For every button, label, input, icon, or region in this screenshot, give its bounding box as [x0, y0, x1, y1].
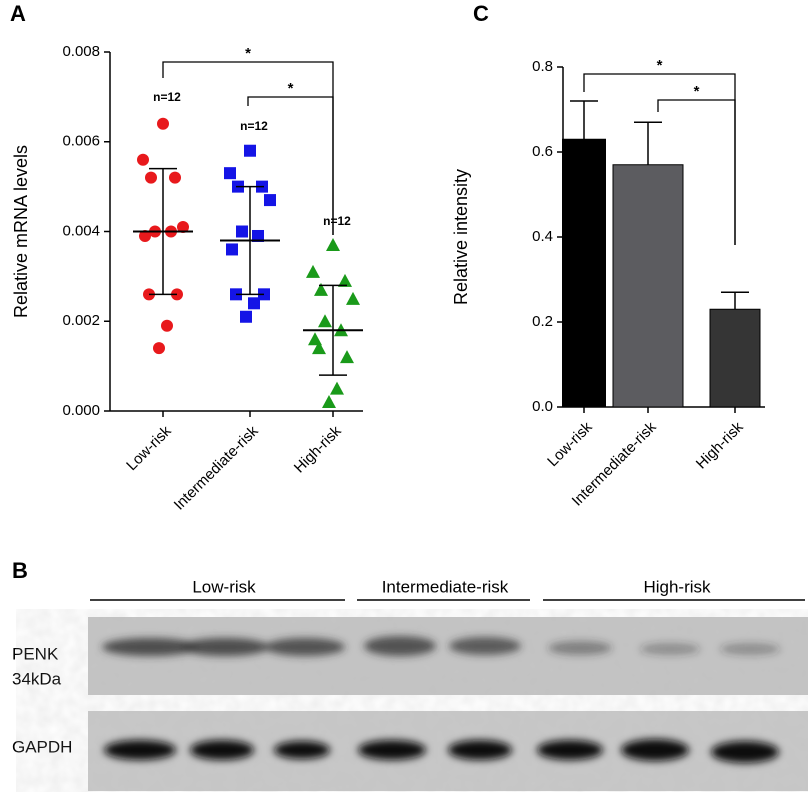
y-tick-label: 0.004	[62, 222, 100, 239]
significance-bracket	[657, 99, 736, 245]
y-tick-label: 0.006	[62, 133, 100, 150]
significance-label: *	[694, 83, 700, 100]
n-label: n=12	[323, 214, 351, 228]
y-axis-label: Relative mRNA levels	[11, 145, 31, 318]
data-point	[224, 167, 236, 180]
group-label: Low-risk	[192, 577, 256, 596]
y-tick-label: 0.000	[62, 402, 100, 419]
x-tick-label: High-risk	[291, 422, 345, 476]
panel-label: A	[10, 1, 26, 26]
data-point	[314, 282, 328, 296]
data-point	[236, 225, 248, 238]
data-point	[340, 350, 354, 364]
data-point	[157, 117, 169, 130]
n-label: n=12	[153, 90, 181, 104]
data-point	[306, 264, 320, 278]
panel-label: C	[473, 1, 489, 26]
row-label: 34kDa	[12, 669, 62, 688]
data-point	[318, 314, 332, 328]
data-point	[248, 297, 260, 310]
significance-label: *	[288, 80, 294, 97]
data-point	[169, 171, 181, 184]
data-point	[338, 273, 352, 287]
data-point	[226, 243, 238, 256]
data-point	[346, 291, 360, 305]
x-tick-label: Low-risk	[544, 418, 596, 470]
bar	[612, 164, 684, 408]
x-tick-label: High-risk	[693, 418, 747, 472]
data-point	[326, 237, 340, 251]
y-tick-label: 0.2	[532, 313, 553, 330]
significance-label: *	[657, 57, 663, 74]
data-point	[330, 381, 344, 395]
data-point	[145, 171, 157, 184]
y-tick-label: 0.008	[62, 43, 100, 60]
row-label: GAPDH	[12, 737, 72, 756]
data-point	[153, 342, 165, 355]
group-label: High-risk	[643, 577, 711, 596]
data-point	[264, 194, 276, 207]
row-label: PENK	[12, 644, 59, 663]
data-point	[308, 332, 322, 346]
data-point	[312, 341, 326, 355]
significance-label: *	[245, 45, 251, 62]
significance-bracket	[247, 96, 334, 235]
y-tick-label: 0.002	[62, 312, 100, 329]
y-tick-label: 0.6	[532, 143, 553, 160]
bar	[709, 308, 761, 408]
y-tick-label: 0.4	[532, 228, 553, 245]
x-tick-label: Low-risk	[123, 422, 175, 474]
data-point	[137, 153, 149, 166]
blot-strip	[88, 617, 808, 695]
data-point	[177, 221, 189, 234]
data-point	[252, 229, 264, 242]
data-point	[322, 395, 336, 409]
y-tick-label: 0.8	[532, 58, 553, 75]
data-point	[161, 319, 173, 332]
data-point	[139, 229, 151, 242]
y-tick-label: 0.0	[532, 398, 553, 415]
blot-strip	[88, 711, 808, 791]
bar	[562, 138, 606, 408]
group-label: Intermediate-risk	[382, 577, 509, 596]
data-point	[240, 310, 252, 323]
panel-label: B	[12, 558, 28, 583]
y-axis-label: Relative intensity	[451, 169, 471, 305]
data-point	[244, 144, 256, 157]
n-label: n=12	[240, 119, 268, 133]
x-tick-label: Intermediate-risk	[171, 422, 262, 513]
